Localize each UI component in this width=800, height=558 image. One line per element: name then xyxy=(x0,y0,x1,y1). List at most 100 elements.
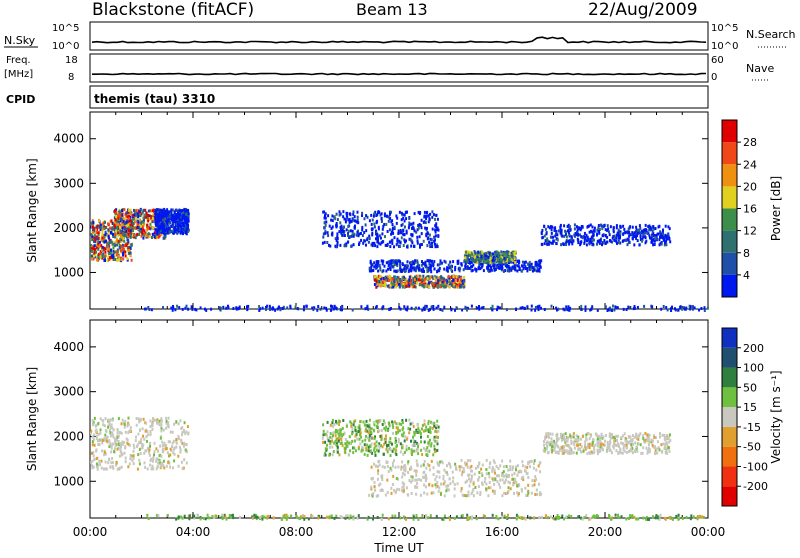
echo-cell xyxy=(513,492,515,495)
echo-cell xyxy=(405,469,407,472)
echo-cell xyxy=(129,444,131,447)
echo-cell xyxy=(112,419,114,422)
echo-cell xyxy=(121,432,123,435)
echo-cell xyxy=(551,437,553,440)
echo-cell xyxy=(658,226,660,229)
echo-cell xyxy=(506,251,508,254)
echo-cell xyxy=(497,306,499,309)
echo-cell xyxy=(527,268,529,271)
echo-cell xyxy=(178,229,180,232)
echo-cell xyxy=(472,260,474,263)
echo-cell xyxy=(410,245,412,248)
echo-cell xyxy=(382,269,384,272)
echo-cell xyxy=(637,306,639,309)
echo-cell xyxy=(277,308,279,311)
echo-cell xyxy=(185,448,187,451)
echo-cell xyxy=(133,213,135,216)
echo-cell xyxy=(163,226,165,229)
echo-cell xyxy=(269,305,271,308)
echo-cell xyxy=(508,474,510,477)
echo-cell xyxy=(452,471,454,474)
y-tick-label: 1000 xyxy=(53,265,84,279)
echo-cell xyxy=(426,227,428,230)
echo-cell xyxy=(124,426,126,429)
echo-cell xyxy=(531,305,533,308)
echo-cell xyxy=(509,465,511,468)
echo-cell xyxy=(93,458,95,461)
echo-cell xyxy=(421,232,423,235)
echo-cell xyxy=(414,229,416,232)
echo-cell xyxy=(332,225,334,228)
echo-cell xyxy=(104,221,106,224)
echo-cell xyxy=(660,236,662,239)
echo-cell xyxy=(667,225,669,228)
echo-cell xyxy=(394,236,396,239)
echo-cell xyxy=(574,227,576,230)
echo-cell xyxy=(163,237,165,240)
echo-cell xyxy=(620,436,622,439)
echo-cell xyxy=(116,244,118,247)
echo-cell xyxy=(106,440,108,443)
echo-cell xyxy=(471,305,473,308)
echo-cell xyxy=(668,436,670,439)
echo-cell xyxy=(162,231,164,234)
echo-cell xyxy=(121,441,123,444)
echo-cell xyxy=(561,229,563,232)
echo-cell xyxy=(171,219,173,222)
echo-cell xyxy=(143,214,145,217)
echo-cell xyxy=(659,243,661,246)
echo-cell xyxy=(477,479,479,482)
echo-cell xyxy=(384,466,386,469)
echo-cell xyxy=(419,235,421,238)
echo-cell xyxy=(128,249,130,252)
echo-cell xyxy=(438,264,440,267)
echo-cell xyxy=(652,225,654,228)
echo-cell xyxy=(652,444,654,447)
echo-cell xyxy=(431,245,433,248)
echo-cell xyxy=(463,276,465,279)
echo-cell xyxy=(178,437,180,440)
echo-cell xyxy=(474,251,476,254)
echo-cell xyxy=(422,284,424,287)
echo-cell xyxy=(382,225,384,228)
echo-cell xyxy=(610,225,612,228)
echo-cell xyxy=(445,489,447,492)
echo-cell xyxy=(341,308,343,311)
echo-cell xyxy=(556,309,558,312)
echo-cell xyxy=(370,260,372,263)
echo-cell xyxy=(567,229,569,232)
echo-cell xyxy=(501,474,503,477)
echo-cell xyxy=(142,444,144,447)
echo-cell xyxy=(580,438,582,441)
echo-cell xyxy=(492,466,494,469)
echo-cell xyxy=(369,237,371,240)
echo-cell xyxy=(155,216,157,219)
echo-cell xyxy=(632,443,634,446)
echo-cell xyxy=(381,217,383,220)
echo-cell xyxy=(602,234,604,237)
echo-cell xyxy=(327,234,329,237)
echo-cell xyxy=(339,214,341,217)
echo-cell xyxy=(142,427,144,430)
echo-cell xyxy=(592,226,594,229)
echo-cell xyxy=(543,444,545,447)
echo-cell xyxy=(167,421,169,424)
echo-cell xyxy=(442,309,444,312)
echo-cell xyxy=(381,306,383,309)
echo-cell xyxy=(656,452,658,455)
echo-cell xyxy=(131,244,133,247)
echo-cell xyxy=(636,435,638,438)
echo-cell xyxy=(102,237,104,240)
echo-cell xyxy=(364,217,366,220)
echo-cell xyxy=(391,239,393,242)
echo-cell xyxy=(427,259,429,262)
echo-cell xyxy=(387,230,389,233)
echo-cell xyxy=(394,275,396,278)
echo-cell xyxy=(124,227,126,230)
echo-cell xyxy=(538,308,540,311)
echo-cell xyxy=(334,217,336,220)
echo-cell xyxy=(600,448,602,451)
echo-cell xyxy=(388,308,390,311)
echo-cell xyxy=(607,224,609,227)
echo-cell xyxy=(380,475,382,478)
